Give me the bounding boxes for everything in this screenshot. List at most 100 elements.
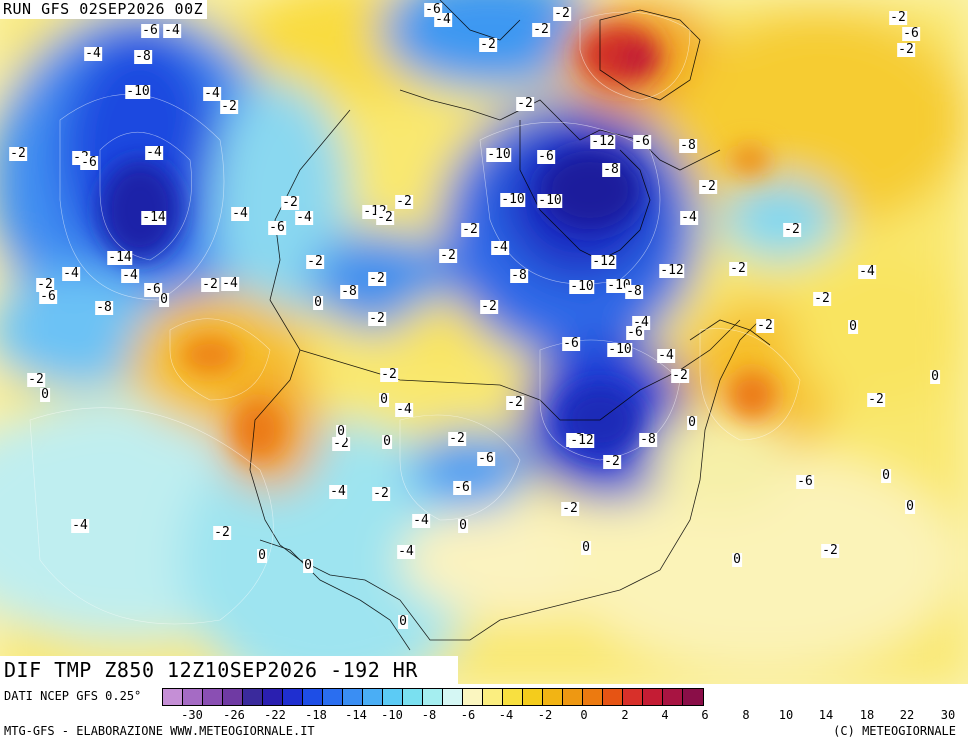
color-swatch xyxy=(523,689,543,705)
anomaly-value-label: -4 xyxy=(231,206,249,221)
anomaly-value-label: -2 xyxy=(867,392,885,407)
anomaly-value-label: -10 xyxy=(537,193,563,208)
color-scale-tick: -22 xyxy=(264,708,286,722)
anomaly-value-label: -2 xyxy=(36,277,54,292)
anomaly-value-label: -2 xyxy=(395,194,413,209)
anomaly-value-label: -2 xyxy=(306,254,324,269)
anomaly-value-label: -6 xyxy=(144,282,162,297)
anomaly-value-label: -6 xyxy=(537,149,555,164)
anomaly-value-label: -2 xyxy=(783,222,801,237)
color-scale-tick: 18 xyxy=(859,708,875,722)
anomaly-value-label: -6 xyxy=(477,451,495,466)
anomaly-value-label: 0 xyxy=(313,295,323,310)
color-swatch xyxy=(323,689,343,705)
anomaly-value-label: -2 xyxy=(603,454,621,469)
color-swatch xyxy=(603,689,623,705)
anomaly-value-label: -12 xyxy=(590,134,616,149)
color-scale-tick: 30 xyxy=(940,708,956,722)
anomaly-value-label: -2 xyxy=(897,42,915,57)
anomaly-value-label: -14 xyxy=(107,250,133,265)
anomaly-value-label: 0 xyxy=(458,518,468,533)
anomaly-value-label: -2 xyxy=(368,311,386,326)
color-swatch xyxy=(163,689,183,705)
anomaly-value-label: -6 xyxy=(562,336,580,351)
anomaly-value-label: 0 xyxy=(581,540,591,555)
color-swatch xyxy=(343,689,363,705)
anomaly-value-label: -4 xyxy=(221,276,239,291)
color-swatch xyxy=(303,689,323,705)
anomaly-value-label: -2 xyxy=(553,6,571,21)
anomaly-value-label: -10 xyxy=(486,147,512,162)
anomaly-value-label: -2 xyxy=(479,37,497,52)
anomaly-value-label: -2 xyxy=(756,318,774,333)
anomaly-value-label: -8 xyxy=(625,284,643,299)
temperature-anomaly-map: -6-4-2-2-6-4-2-6-4-2-2-8-2-2-10-4-2-2-6-… xyxy=(0,0,968,684)
anomaly-value-label: -10 xyxy=(500,192,526,207)
color-swatch xyxy=(663,689,683,705)
anomaly-value-label: -2 xyxy=(813,291,831,306)
anomaly-value-label: -4 xyxy=(203,86,221,101)
color-scale-tick: -14 xyxy=(345,708,367,722)
anomaly-value-label: -4 xyxy=(84,46,102,61)
anomaly-value-label: -4 xyxy=(397,544,415,559)
anomaly-value-label: -8 xyxy=(95,300,113,315)
anomaly-value-label: -2 xyxy=(376,210,394,225)
anomaly-value-label: -2 xyxy=(671,368,689,383)
color-swatch xyxy=(283,689,303,705)
anomaly-value-label: -4 xyxy=(858,264,876,279)
color-swatch xyxy=(223,689,243,705)
anomaly-value-label: -8 xyxy=(639,432,657,447)
anomaly-value-label: -2 xyxy=(220,99,238,114)
anomaly-value-label: 0 xyxy=(257,548,267,563)
anomaly-value-label: -12 xyxy=(569,433,595,448)
anomaly-value-label: 0 xyxy=(848,319,858,334)
anomaly-value-label: -6 xyxy=(39,289,57,304)
color-swatch xyxy=(363,689,383,705)
color-scale-tick: -2 xyxy=(537,708,553,722)
footer: DATI NCEP GFS 0.25° -30 -26 -22 -18 -14 -10 -8… xyxy=(0,684,968,745)
color-scale-tick: 0 xyxy=(580,708,588,722)
anomaly-value-label: -8 xyxy=(510,268,528,283)
anomaly-value-label: -10 xyxy=(569,279,595,294)
color-swatch xyxy=(623,689,643,705)
anomaly-value-label: -14 xyxy=(141,210,167,225)
color-swatch xyxy=(243,689,263,705)
anomaly-value-label: -4 xyxy=(163,23,181,38)
anomaly-value-label: -4 xyxy=(62,266,80,281)
anomaly-value-label: -6 xyxy=(268,220,286,235)
color-scale-tick: -8 xyxy=(421,708,437,722)
anomaly-value-label: 0 xyxy=(336,424,346,439)
color-swatch xyxy=(563,689,583,705)
anomaly-value-label: -6 xyxy=(453,480,471,495)
color-swatch xyxy=(443,689,463,705)
anomaly-field xyxy=(0,0,968,684)
color-swatch xyxy=(583,689,603,705)
color-swatch xyxy=(423,689,443,705)
color-swatch xyxy=(503,689,523,705)
anomaly-value-label: 0 xyxy=(40,387,50,402)
anomaly-value-label: -4 xyxy=(329,484,347,499)
anomaly-value-label: -10 xyxy=(125,84,151,99)
anomaly-value-label: -10 xyxy=(607,342,633,357)
anomaly-value-label: -2 xyxy=(889,10,907,25)
color-scale-tick: -18 xyxy=(305,708,327,722)
anomaly-value-label: -2 xyxy=(213,525,231,540)
color-scale-tick: -26 xyxy=(223,708,245,722)
anomaly-value-label: -2 xyxy=(699,179,717,194)
color-scale-tick: 10 xyxy=(778,708,794,722)
color-scale-tick: 14 xyxy=(818,708,834,722)
anomaly-value-label: -4 xyxy=(395,402,413,417)
anomaly-value-label: -6 xyxy=(633,134,651,149)
anomaly-value-label: 0 xyxy=(687,415,697,430)
anomaly-value-label: -2 xyxy=(332,436,350,451)
anomaly-value-label: -2 xyxy=(516,96,534,111)
color-swatch xyxy=(683,689,703,705)
anomaly-value-label: -2 xyxy=(561,501,579,516)
anomaly-value-label: -4 xyxy=(434,12,452,27)
anomaly-value-label: -4 xyxy=(295,210,313,225)
anomaly-value-label: -8 xyxy=(602,162,620,177)
anomaly-value-label: -6 xyxy=(796,474,814,489)
anomaly-value-label: -6 xyxy=(626,325,644,340)
anomaly-value-label: -2 xyxy=(372,486,390,501)
color-swatch xyxy=(643,689,663,705)
